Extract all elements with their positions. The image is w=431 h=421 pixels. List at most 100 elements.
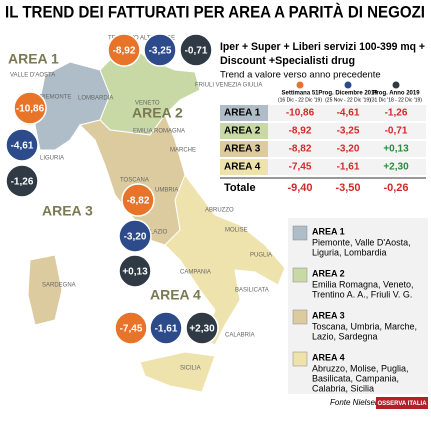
row-label: Totale <box>224 182 256 194</box>
cell-value: -10,86 <box>286 108 315 119</box>
row-label: AREA 3 <box>224 144 261 155</box>
row-label-bg <box>220 141 268 157</box>
legend-text: Lazio, Sardegna <box>312 331 378 341</box>
logo: OSSERVA ITALIA <box>377 401 427 407</box>
bubble-value: -4,61 <box>11 141 34 152</box>
region-label: SARDEGNA <box>42 283 76 289</box>
panel-title: Iper + Super + Liberi servizi 100-399 mq… <box>220 41 425 53</box>
column-name: Prog. Anno 2019 <box>372 91 420 97</box>
row-bg <box>220 141 426 157</box>
region-label: LAZIO <box>150 230 168 236</box>
legend-text: Liguria, Lombardia <box>312 247 387 257</box>
cell-value: -8,82 <box>289 144 312 155</box>
legend-text: Piemonte, Valle D'Aosta, <box>312 237 411 247</box>
bubble-value: -3,25 <box>149 46 172 57</box>
region-label: UMBRIA <box>155 188 178 194</box>
row-bg <box>220 159 426 175</box>
legend-swatch <box>292 267 308 283</box>
column-dot <box>344 81 352 89</box>
area-4-shape <box>164 173 286 346</box>
legend-name: AREA 3 <box>312 310 345 320</box>
legend-text: Emilia Romagna, Veneto, <box>312 279 414 289</box>
row-label: AREA 4 <box>224 162 261 173</box>
legend-text: Abruzzo, Molise, Puglia, <box>312 363 409 373</box>
bubble-value: -1,26 <box>11 177 34 188</box>
bubble <box>143 33 177 67</box>
bubble <box>5 128 39 162</box>
bubble <box>118 219 152 253</box>
bubble-value: -8,92 <box>113 46 136 57</box>
legend-text: Calabria, Sicilia <box>312 383 374 393</box>
region-label: BASILICATA <box>235 288 269 294</box>
cell-value: -4,61 <box>337 108 360 119</box>
bubble-value: -10,86 <box>16 104 45 115</box>
cell-value: -8,92 <box>289 126 312 137</box>
cell-value: +2,30 <box>383 162 409 173</box>
bubble-value: -0,71 <box>185 46 208 57</box>
legend-name: AREA 1 <box>312 226 345 236</box>
region-label: VALLE D'AOSTA <box>10 73 55 79</box>
region-label: CALABRIA <box>225 333 255 339</box>
legend-swatch <box>292 351 308 367</box>
bubble <box>5 164 39 198</box>
region-label: PIEMONTE <box>40 95 71 101</box>
region-label: CAMPANIA <box>180 270 211 276</box>
cell-value: -1,26 <box>385 108 408 119</box>
legend-name: AREA 4 <box>312 352 345 362</box>
cell-value: -7,45 <box>289 162 312 173</box>
row-label-bg <box>220 105 268 121</box>
legend-box <box>288 218 428 394</box>
cell-value: -3,50 <box>335 182 360 194</box>
bubble <box>107 33 141 67</box>
legend-text: Toscana, Umbria, Marche, <box>312 321 417 331</box>
panel-title: Discount +Specialisti drug <box>220 55 355 67</box>
region-label: LOMBARDIA <box>78 96 113 102</box>
region-label: MOLISE <box>225 228 248 234</box>
row-label-bg <box>220 123 268 139</box>
cell-value: +0,13 <box>383 144 409 155</box>
region-label: LIGURIA <box>40 156 64 162</box>
region-label: VENETO <box>135 101 160 107</box>
bubble-value: +2,30 <box>189 324 215 335</box>
area-label: AREA 1 <box>8 51 59 67</box>
cell-value: -1,61 <box>337 162 360 173</box>
column-name: Settimana 51 <box>281 91 319 97</box>
area-label: AREA 2 <box>132 105 183 121</box>
bubble <box>121 183 155 217</box>
legend-swatch <box>292 225 308 241</box>
cell-value: -3,25 <box>337 126 360 137</box>
legend-text: Trentino A. A., Friuli V. G. <box>312 289 412 299</box>
bubble <box>149 311 183 345</box>
region-label: SICILIA <box>180 366 201 372</box>
table-panel: Iper + Super + Liberi servizi 100-399 mq… <box>220 41 425 81</box>
bubble <box>118 254 152 288</box>
logo-box <box>376 397 428 409</box>
column-period: (16 Dic - 22 Dic '19) <box>278 97 322 103</box>
title: IL TREND DEI FATTURATI PER AREA A PARITÀ… <box>5 2 425 21</box>
row-bg <box>220 105 426 121</box>
panel-subtitle: Trend a valore verso anno precedente <box>220 70 381 81</box>
bubble-value: -8,82 <box>127 196 150 207</box>
bubble <box>13 91 47 125</box>
row-label-bg <box>220 159 268 175</box>
sardegna-shape <box>27 254 63 326</box>
legend-text: Basilicata, Campania, <box>312 373 399 383</box>
column-dot <box>296 81 304 89</box>
bubble-value: -1,61 <box>155 324 178 335</box>
bubble-value: -3,20 <box>124 232 147 243</box>
bubble <box>185 311 219 345</box>
cell-value: -9,40 <box>287 182 312 194</box>
region-label: PUGLIA <box>250 253 272 259</box>
region-label: FRIULI VENEZIA GIULIA <box>195 83 262 89</box>
region-label: ABRUZZO <box>205 208 234 214</box>
bubble <box>179 33 213 67</box>
area-label: AREA 3 <box>42 203 93 219</box>
region-label: EMILIA ROMAGNA <box>133 129 185 135</box>
column-name: Prog. Dicembre 2019 <box>318 91 378 97</box>
region-label: MARCHE <box>170 148 196 154</box>
legend-name: AREA 2 <box>312 268 345 278</box>
cell-value: -0,26 <box>383 182 408 194</box>
column-dot <box>392 81 400 89</box>
source: Fonte Nielsen <box>330 398 380 407</box>
